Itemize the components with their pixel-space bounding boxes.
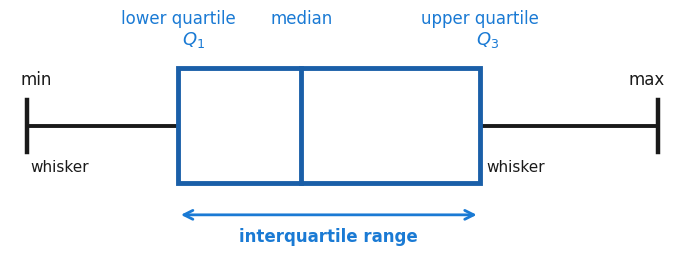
- Text: whisker: whisker: [31, 160, 90, 175]
- Text: interquartile range: interquartile range: [240, 228, 418, 246]
- Text: whisker: whisker: [486, 160, 545, 175]
- Text: max: max: [628, 71, 664, 89]
- Text: min: min: [21, 71, 52, 89]
- Text: upper quartile: upper quartile: [421, 10, 538, 29]
- Text: $Q_3$: $Q_3$: [476, 30, 499, 50]
- Text: lower quartile: lower quartile: [121, 10, 236, 29]
- Text: median: median: [271, 10, 332, 29]
- Bar: [178, 68, 480, 183]
- Text: $Q_1$: $Q_1$: [182, 30, 205, 50]
